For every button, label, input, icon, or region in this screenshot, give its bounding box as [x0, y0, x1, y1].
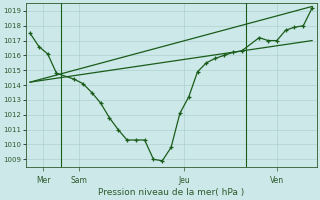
- X-axis label: Pression niveau de la mer( hPa ): Pression niveau de la mer( hPa ): [98, 188, 244, 197]
